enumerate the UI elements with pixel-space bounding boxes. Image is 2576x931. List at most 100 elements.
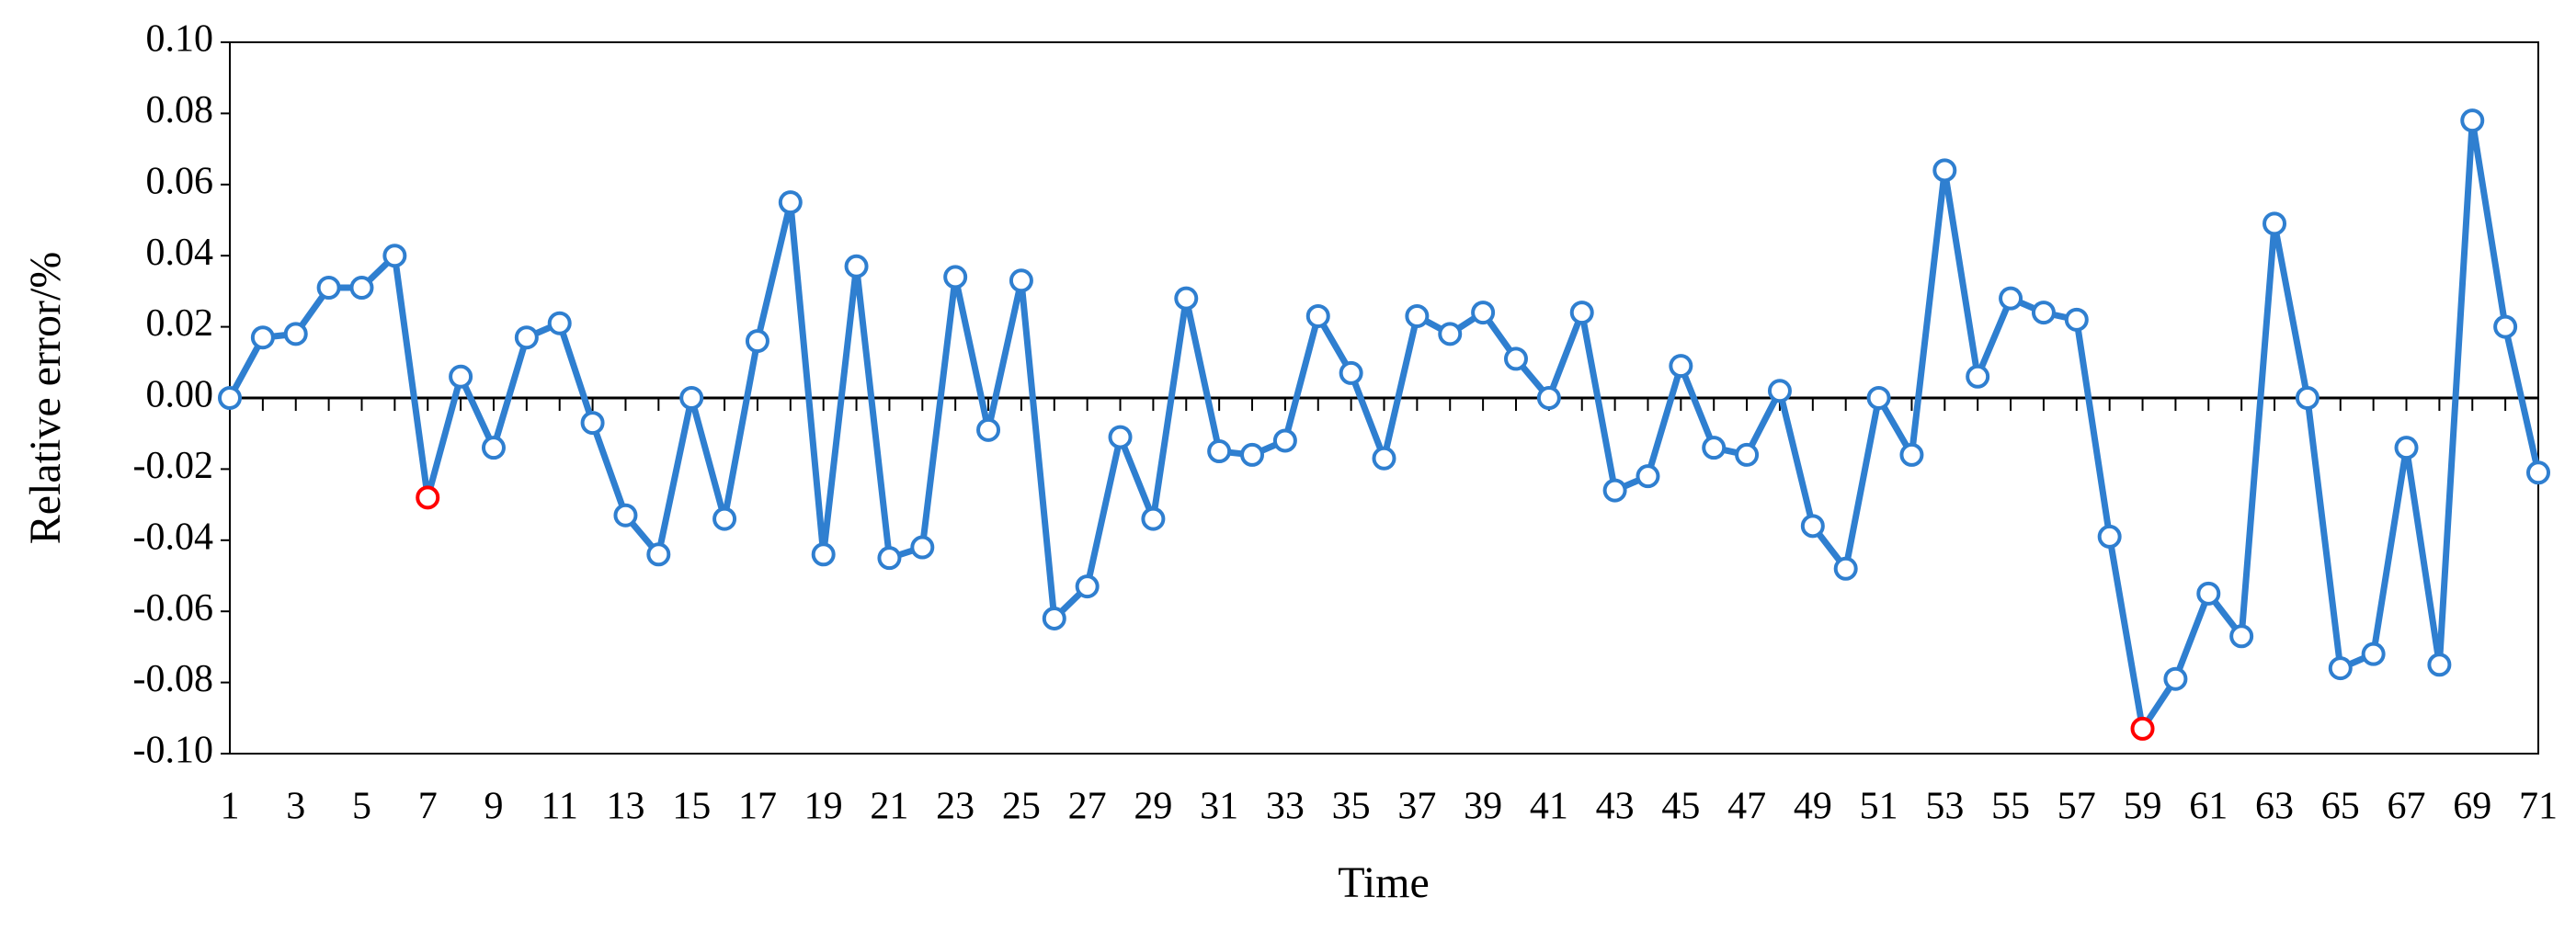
data-point: [1405, 303, 1430, 328]
x-tick-label: 15: [672, 786, 711, 828]
data-point: [2427, 653, 2452, 677]
x-tick-label: 63: [2255, 786, 2294, 828]
x-tick-label: 5: [352, 786, 371, 828]
data-point: [2031, 301, 2056, 325]
x-tick-label: 11: [541, 786, 577, 828]
data-point: [1735, 442, 1760, 467]
data-point: [2229, 624, 2254, 649]
x-tick-label: 45: [1661, 786, 1700, 828]
y-axis-title: Relative error/%: [21, 252, 70, 545]
data-point: [2493, 314, 2518, 339]
data-point: [416, 485, 440, 510]
data-point: [1207, 439, 1232, 464]
data-point: [1702, 436, 1727, 460]
x-tick-label: 23: [936, 786, 975, 828]
x-tick-label: 37: [1397, 786, 1436, 828]
x-tick-label: 1: [221, 786, 240, 828]
data-point: [1240, 442, 1265, 467]
y-tick-label: -0.04: [133, 516, 214, 558]
data-point: [2361, 641, 2386, 666]
data-point: [1141, 506, 1166, 531]
series-line: [226, 117, 2542, 732]
data-point: [2163, 666, 2188, 691]
data-point: [745, 329, 769, 354]
x-tick-label: 59: [2124, 786, 2162, 828]
data-point: [1636, 464, 1660, 489]
x-tick-label: 17: [738, 786, 777, 828]
data-point: [1503, 346, 1528, 371]
data-point: [778, 190, 803, 215]
x-tick-label: 55: [1991, 786, 2030, 828]
data-point: [1174, 286, 1199, 311]
y-tick-label: -0.08: [133, 658, 214, 700]
x-tick-label: 27: [1068, 786, 1107, 828]
x-tick-label: 57: [2057, 786, 2096, 828]
x-tick-label: 71: [2519, 786, 2558, 828]
data-point: [877, 546, 902, 571]
x-axis-title: Time: [1338, 858, 1430, 907]
data-point: [1009, 268, 1033, 293]
data-point: [349, 276, 374, 301]
data-point: [547, 311, 572, 335]
data-point: [2064, 307, 2089, 332]
x-tick-label: 53: [1925, 786, 1964, 828]
data-point: [2130, 716, 2155, 741]
data-point: [1471, 301, 1496, 325]
x-tick-label: 41: [1530, 786, 1568, 828]
data-point: [514, 325, 539, 350]
data-point: [250, 325, 275, 350]
y-tick-label: 0.04: [146, 232, 214, 274]
data-point: [811, 542, 836, 567]
data-point: [844, 254, 869, 278]
data-point: [2394, 436, 2419, 460]
x-tick-label: 7: [418, 786, 438, 828]
x-tick-label: 29: [1134, 786, 1172, 828]
x-tick-label: 39: [1464, 786, 1502, 828]
x-tick-label: 21: [870, 786, 908, 828]
data-point: [1536, 386, 1561, 410]
x-tick-label: 67: [2388, 786, 2426, 828]
data-point: [2097, 524, 2122, 549]
data-point: [481, 436, 506, 460]
data-point: [2460, 108, 2485, 133]
y-tick-label: 0.02: [146, 302, 214, 345]
data-point: [1999, 286, 2023, 311]
x-tick-label: 35: [1332, 786, 1371, 828]
data-point: [449, 364, 473, 389]
data-point: [712, 506, 737, 531]
data-point: [283, 322, 308, 346]
y-tick-label: 0.10: [146, 18, 214, 61]
data-point: [1669, 354, 1693, 379]
x-tick-label: 9: [484, 786, 503, 828]
x-tick-label: 43: [1596, 786, 1635, 828]
data-point: [1075, 574, 1100, 599]
x-tick-label: 61: [2189, 786, 2228, 828]
data-point: [2196, 581, 2221, 606]
data-point: [1272, 428, 1297, 453]
data-point: [1372, 446, 1396, 471]
data-point: [679, 386, 704, 410]
x-tick-label: 13: [606, 786, 644, 828]
data-point: [580, 411, 605, 436]
data-point: [218, 386, 242, 410]
data-point: [2263, 211, 2287, 236]
y-tick-label: -0.06: [133, 587, 214, 630]
x-tick-label: 3: [286, 786, 305, 828]
x-tick-label: 65: [2321, 786, 2360, 828]
data-point: [1438, 322, 1463, 346]
data-point: [1305, 303, 1330, 328]
data-point: [976, 417, 1001, 442]
data-point: [1899, 442, 1924, 467]
data-point: [1569, 301, 1594, 325]
data-point: [1833, 556, 1858, 581]
data-point: [646, 542, 671, 567]
x-tick-label: 51: [1860, 786, 1898, 828]
data-point: [2328, 656, 2353, 681]
data-point: [943, 265, 968, 290]
y-tick-label: -0.10: [133, 730, 214, 772]
x-tick-label: 31: [1200, 786, 1238, 828]
data-point: [382, 244, 407, 268]
x-tick-label: 49: [1794, 786, 1832, 828]
y-tick-label: 0.08: [146, 89, 214, 131]
